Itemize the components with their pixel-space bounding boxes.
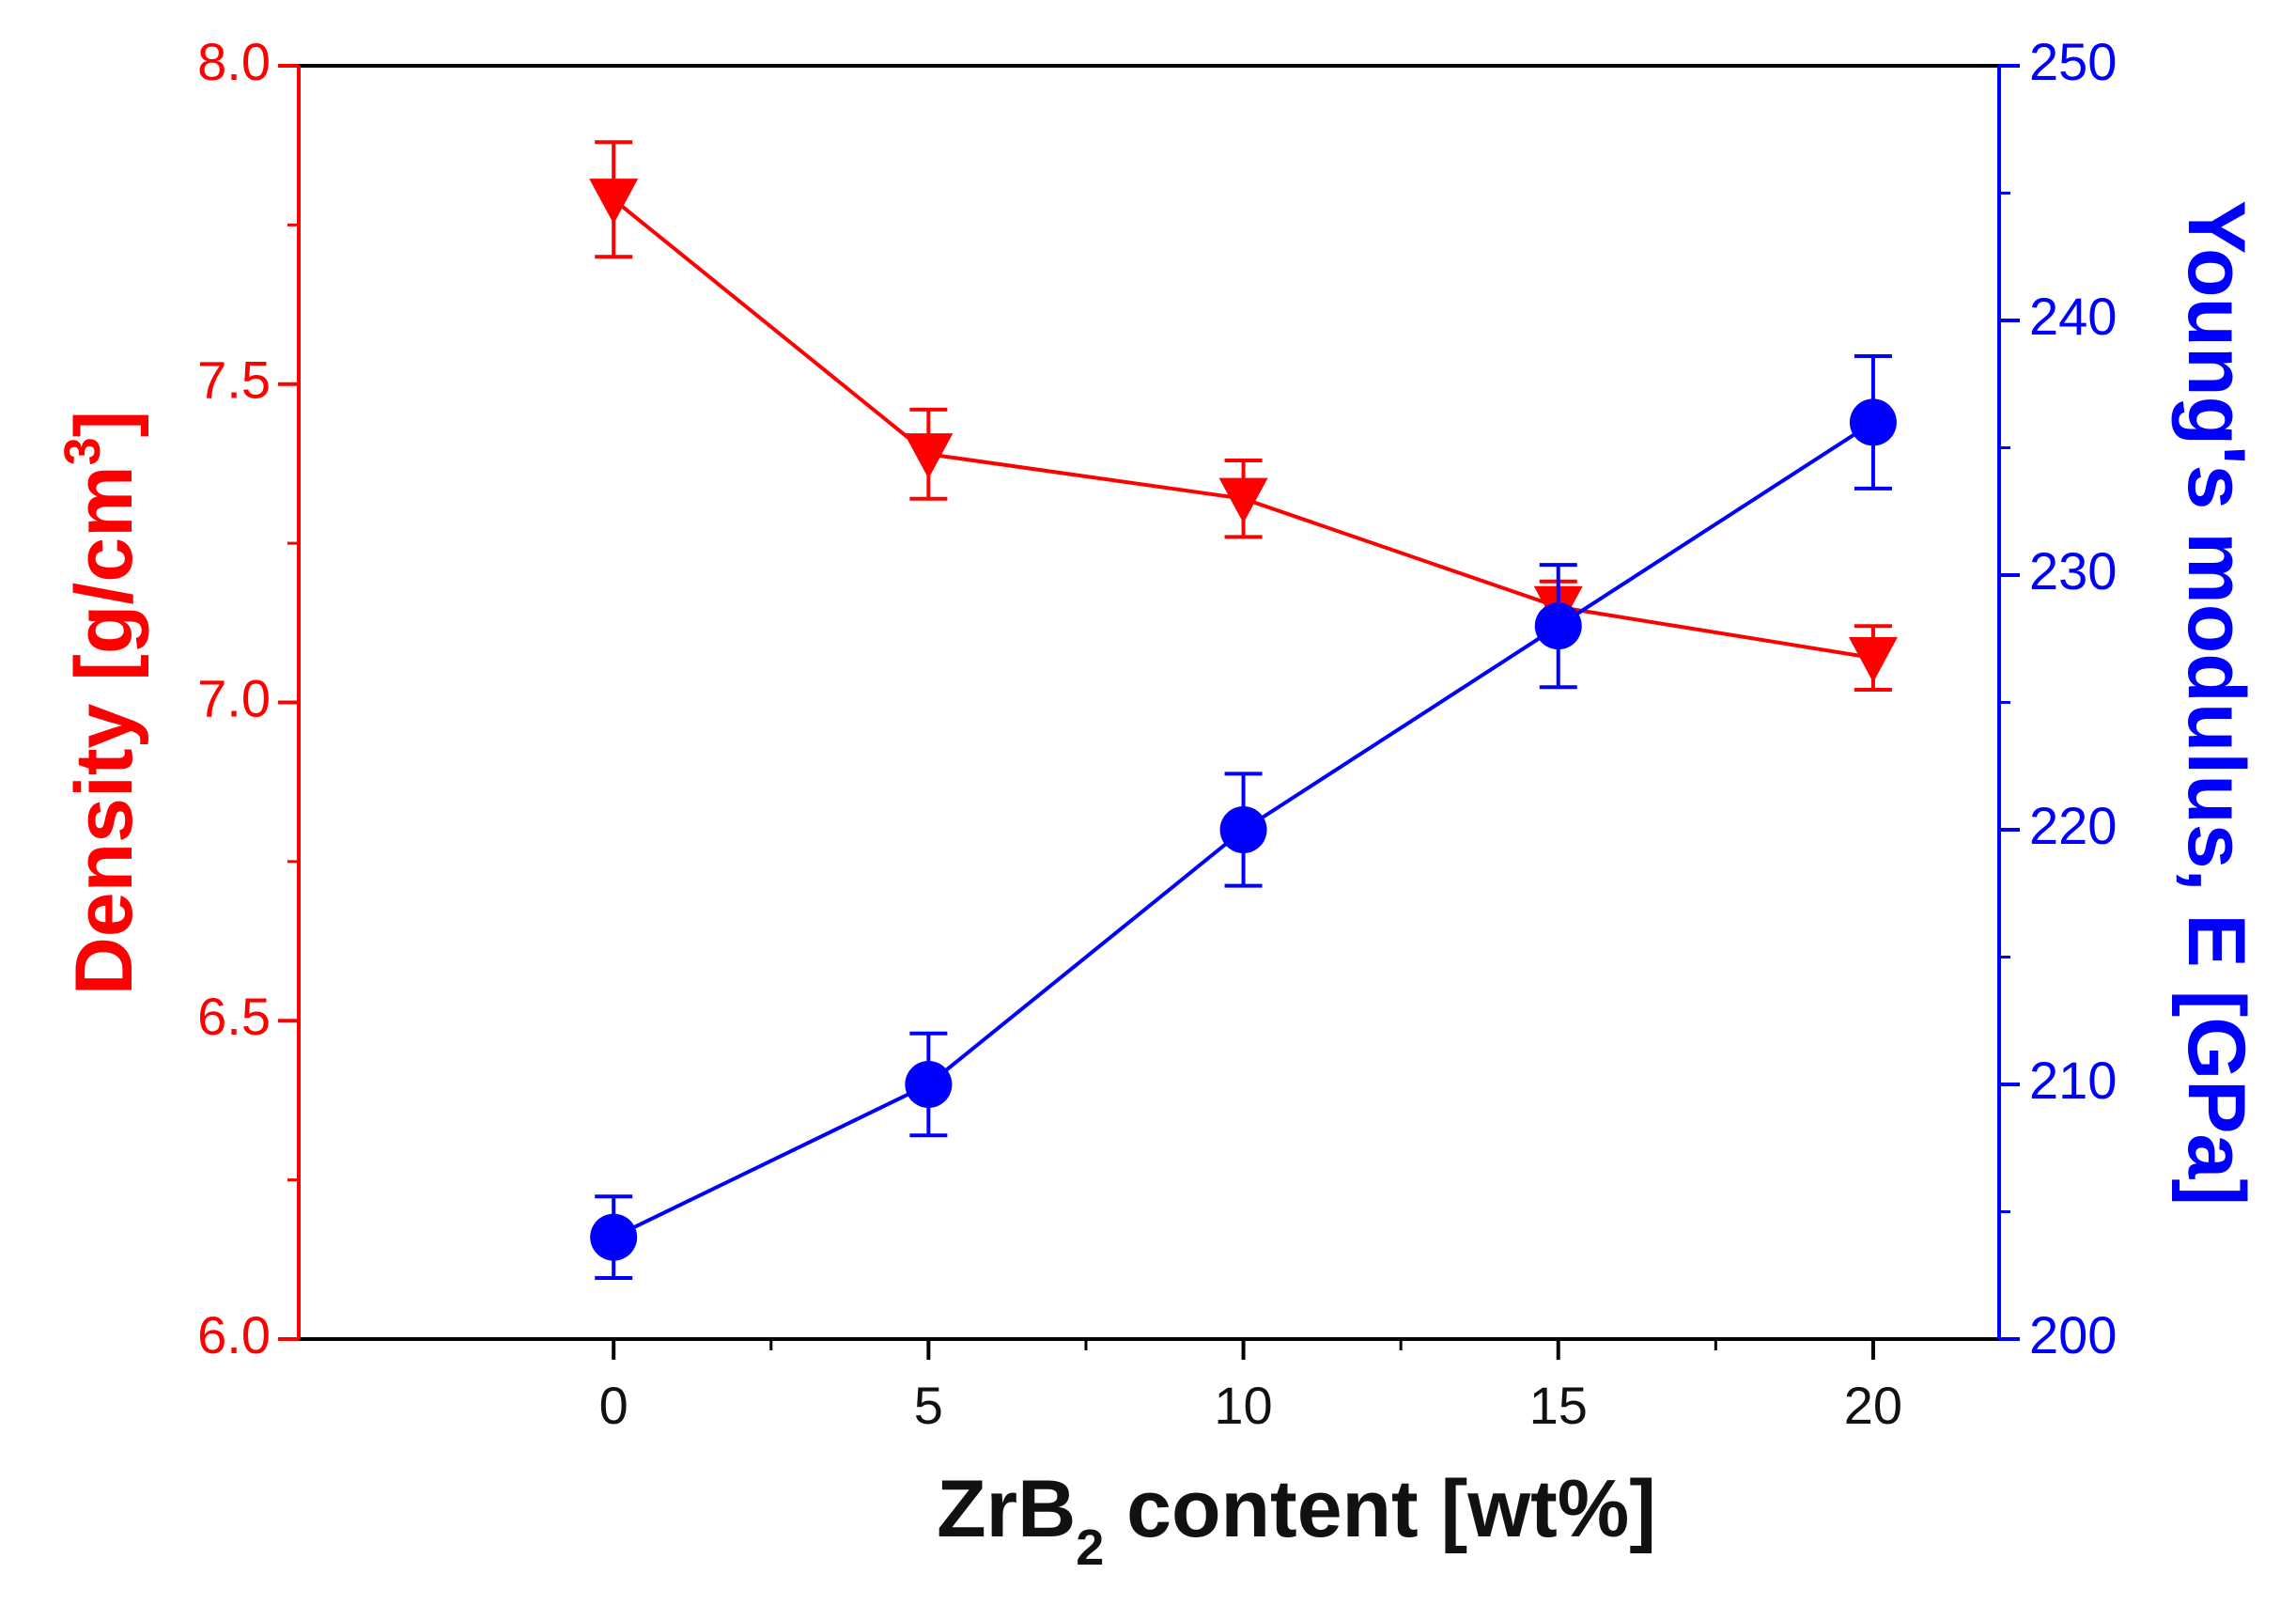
data-point xyxy=(1218,477,1268,523)
x-axis-title-rest: content [wt%] xyxy=(1104,1464,1656,1554)
x-axis-title-main: ZrB xyxy=(937,1464,1076,1554)
left-y-axis-title: Density [g/cm3] xyxy=(54,411,149,996)
series-density xyxy=(589,140,1898,692)
data-point xyxy=(905,1061,953,1108)
x-axis-title: ZrB2 content [wt%] xyxy=(937,1464,1656,1576)
left-y-axis-title-main: Density [g/cm xyxy=(59,465,149,995)
data-point xyxy=(589,179,639,225)
right-y-tick-label: 230 xyxy=(2029,541,2117,600)
left-y-axis-title-rest: ] xyxy=(59,411,149,438)
data-point xyxy=(1849,398,1897,446)
right-y-tick-label: 200 xyxy=(2029,1305,2117,1364)
left-y-tick-label: 7.5 xyxy=(197,351,271,410)
data-point xyxy=(904,433,954,479)
data-point xyxy=(590,1213,638,1261)
series-youngs-modulus xyxy=(590,353,1897,1280)
series-layer xyxy=(589,140,1898,1280)
x-tick-label: 20 xyxy=(1844,1376,1902,1435)
data-point xyxy=(1219,806,1267,853)
x-tick-label: 5 xyxy=(914,1376,943,1435)
left-y-axis-title-superscript: 3 xyxy=(54,437,111,465)
left-y-tick-label: 6.5 xyxy=(197,987,271,1046)
x-tick-label: 0 xyxy=(599,1376,628,1435)
right-y-axis-title: Young's modulus, E [GPa] xyxy=(2171,200,2261,1206)
data-point xyxy=(1848,636,1898,683)
right-y-tick-label: 210 xyxy=(2029,1051,2117,1110)
left-y-tick-label: 8.0 xyxy=(197,32,271,91)
data-point xyxy=(1534,602,1582,650)
right-y-tick-label: 240 xyxy=(2029,287,2117,346)
right-y-tick-label: 220 xyxy=(2029,796,2117,855)
left-y-tick-label: 7.0 xyxy=(197,668,271,727)
ticks-layer: 6.0 6.5 7.0 7.5 8.0 200 210 220 230 240 250 0 5 10 15 2… xyxy=(197,32,2117,1435)
x-tick-label: 10 xyxy=(1214,1376,1272,1435)
x-tick-label: 15 xyxy=(1529,1376,1588,1435)
left-y-tick-label: 6.0 xyxy=(197,1305,271,1364)
right-y-tick-label: 250 xyxy=(2029,32,2117,91)
x-axis-title-subscript: 2 xyxy=(1076,1519,1104,1576)
